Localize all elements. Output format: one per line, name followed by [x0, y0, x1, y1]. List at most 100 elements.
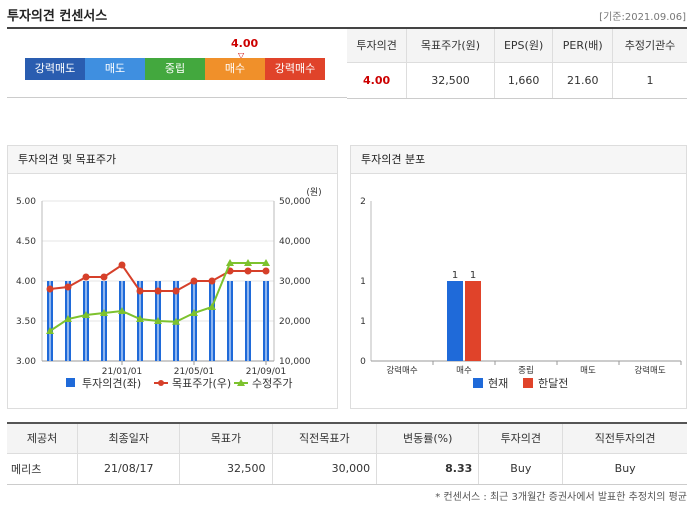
y-tick-label: 0 — [360, 357, 366, 367]
legend-label: 목표주가(우) — [172, 377, 231, 390]
broker-header: 제공처 — [7, 423, 79, 454]
y-right-tick-label: 30,000 — [279, 277, 311, 287]
opinion-target-price-chart: 5.00 4.50 4.00 3.50 3.00 50,000 40,000 30,000 20… — [16, 187, 322, 390]
y-right-tick-label: 50,000 — [279, 197, 311, 207]
y-tick-label: 1 — [360, 277, 366, 287]
broker-header: 변동률(%) — [376, 423, 480, 454]
adjusted-price-point — [154, 317, 162, 324]
broker-cell: 21/08/17 — [77, 453, 181, 485]
broker-cell: 30,000 — [272, 453, 378, 485]
summary-cell: 21.60 — [552, 62, 614, 99]
target-price-point — [46, 285, 54, 293]
y-left-tick-label: 3.00 — [16, 357, 36, 367]
opinion-scale: 강력매도 매도 중립 매수 강력매수 — [25, 58, 325, 80]
broker-cell: 메리츠 — [7, 453, 79, 485]
scale-segment: 매도 — [85, 58, 145, 80]
summary-header: EPS(원) — [494, 29, 554, 63]
scale-segment: 강력매도 — [25, 58, 85, 80]
opinion-bar-highlight — [121, 281, 123, 361]
x-tick-label: 중립 — [518, 366, 534, 376]
panel-title: 투자의견 분포 — [351, 146, 686, 174]
page-title: 투자의견 컨센서스 — [7, 9, 108, 24]
broker-table: 제공처 최종일자 목표가 직전목표가 변동률(%) 투자의견 직전투자의견 메리츠 21/08… — [7, 422, 687, 485]
target-price-point — [244, 267, 252, 275]
adjusted-price-point — [46, 327, 54, 334]
target-price-point — [100, 273, 108, 281]
legend-label: 현재 — [488, 377, 508, 390]
y-tick-label: 2 — [360, 197, 366, 207]
target-price-point — [136, 287, 144, 295]
distribution-bar — [447, 281, 463, 361]
bar-value-label: 1 — [452, 270, 458, 281]
broker-header: 직전목표가 — [272, 423, 378, 454]
x-tick-label: 매도 — [580, 366, 596, 376]
legend-swatch — [237, 379, 245, 386]
broker-header: 최종일자 — [77, 423, 181, 454]
distribution-bar — [465, 281, 481, 361]
y-left-tick-label: 4.00 — [16, 277, 36, 287]
summary-header: 추정기관수 — [612, 29, 687, 63]
current-position-marker-icon: ▽ — [238, 51, 245, 60]
adjusted-price-point — [100, 309, 108, 316]
panel-title: 투자의견 및 목표주가 — [8, 146, 337, 174]
x-tick-label: 21/05/01 — [174, 367, 214, 377]
legend-label: 한달전 — [538, 377, 568, 390]
adjusted-price-point — [244, 259, 252, 266]
y-right-tick-label: 40,000 — [279, 237, 311, 247]
adjusted-price-point — [64, 315, 72, 322]
summary-header: 투자의견 — [347, 29, 408, 63]
x-tick-label: 강력매도 — [634, 365, 665, 376]
scale-segment: 매수 — [205, 58, 265, 80]
consensus-summary-table: 투자의견 목표주가(원) EPS(원) PER(배) 추정기관수 4.00 32,500 1… — [347, 29, 687, 99]
adjusted-price-point — [262, 259, 270, 266]
broker-cell: Buy — [478, 453, 564, 485]
adjusted-price-point — [172, 317, 180, 325]
summary-header: PER(배) — [552, 29, 614, 63]
legend-label: 투자의견(좌) — [82, 377, 141, 390]
broker-cell: Buy — [562, 453, 687, 485]
target-price-point — [154, 287, 162, 295]
bar-value-label: 1 — [470, 270, 476, 281]
summary-cell: 1 — [612, 62, 687, 99]
broker-header: 투자의견 — [478, 423, 564, 454]
x-tick-label: 강력매수 — [386, 365, 417, 376]
y-left-tick-label: 5.00 — [16, 197, 36, 207]
opinion-bar-highlight — [265, 281, 267, 361]
broker-header: 목표가 — [179, 423, 273, 454]
target-price-point — [82, 273, 90, 281]
broker-cell: 32,500 — [179, 453, 273, 485]
adjusted-price-point — [118, 307, 126, 314]
summary-cell: 1,660 — [494, 62, 554, 99]
broker-header: 직전투자의견 — [562, 423, 687, 454]
adjusted-price-point — [208, 303, 216, 310]
consensus-scale-box: 4.00 ▽ 강력매도 매도 중립 매수 강력매수 — [7, 29, 347, 98]
scale-segment: 강력매수 — [265, 58, 325, 80]
legend-swatch — [66, 378, 75, 387]
adjusted-price-point — [190, 309, 198, 316]
y-tick-label: 1 — [360, 317, 366, 327]
target-price-point — [262, 267, 270, 275]
legend-swatch — [523, 378, 533, 388]
y-right-tick-label: 20,000 — [279, 317, 311, 327]
y-right-unit: (원) — [306, 187, 321, 198]
opinion-target-price-panel: 투자의견 및 목표주가 5.00 4.50 4.00 3.50 3.00 50,000 40… — [7, 145, 338, 409]
target-price-point — [172, 287, 180, 295]
x-tick-label: 매수 — [456, 366, 472, 376]
x-tick-label: 21/01/01 — [102, 367, 142, 377]
table-row: 메리츠 21/08/17 32,500 30,000 8.33 Buy Buy — [7, 453, 687, 485]
opinion-bar-highlight — [247, 281, 249, 361]
summary-cell: 32,500 — [406, 62, 495, 99]
opinion-bar-highlight — [193, 281, 195, 361]
base-date: [기준:2021.09.06] — [599, 12, 686, 23]
broker-cell: 8.33 — [376, 453, 480, 485]
opinion-bar-highlight — [103, 281, 105, 361]
y-left-tick-label: 3.50 — [16, 317, 36, 327]
legend-label: 수정주가 — [252, 377, 292, 390]
y-left-tick-label: 4.50 — [16, 237, 36, 247]
divider — [7, 27, 687, 29]
target-price-point — [190, 277, 198, 285]
x-tick-label: 21/09/01 — [246, 367, 286, 377]
target-price-point — [208, 277, 216, 285]
